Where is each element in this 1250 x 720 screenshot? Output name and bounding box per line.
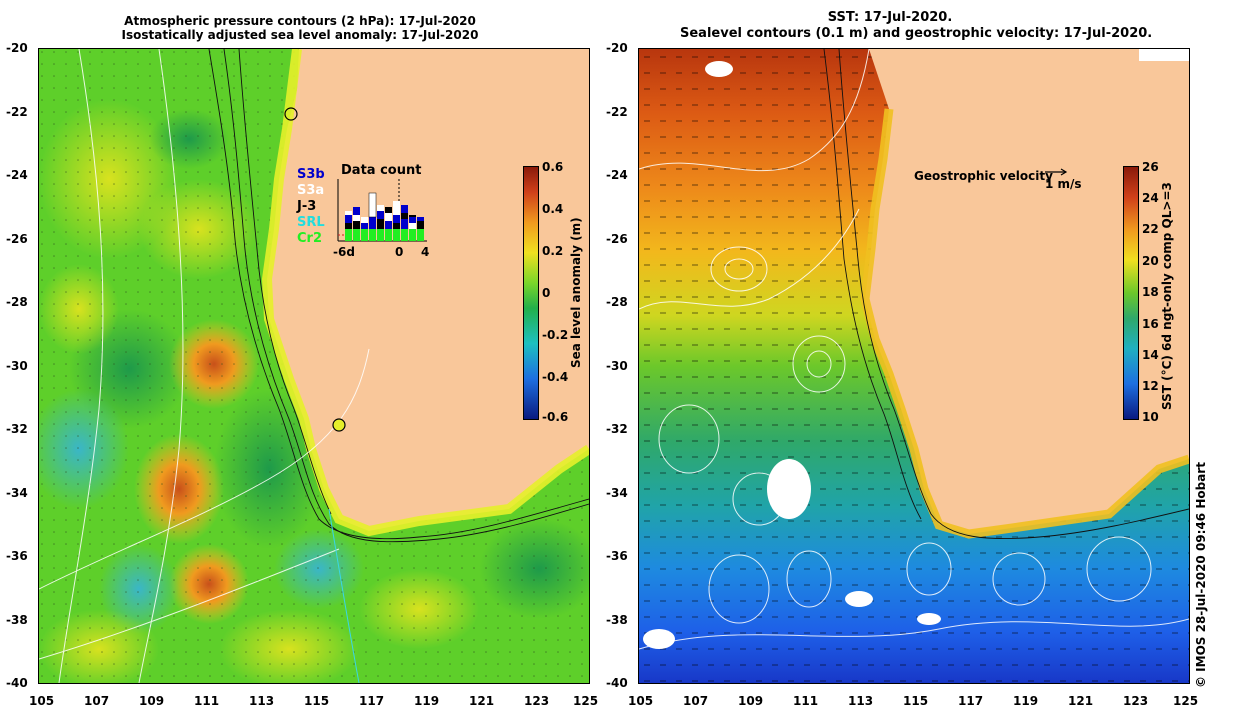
colorbar-tick: 24 bbox=[1142, 191, 1159, 205]
legend-mission-j3: J-3 bbox=[297, 199, 317, 214]
colorbar-tick: 10 bbox=[1142, 410, 1159, 424]
velocity-legend-label: Geostrophic velocity bbox=[914, 169, 1053, 183]
landmass bbox=[865, 49, 1189, 534]
sst-colorbar-label: SST (°C) 6d ngt-only comp QL>=3 bbox=[1160, 182, 1174, 410]
x-tick-label: 105 bbox=[29, 694, 55, 708]
data-count-x-tick: 0 bbox=[395, 245, 404, 259]
x-tick-label: 125 bbox=[573, 694, 599, 708]
y-tick-label: -34 bbox=[6, 486, 28, 500]
x-tick-label: 109 bbox=[139, 694, 165, 708]
data-count-x-tick: -6d bbox=[333, 245, 355, 259]
altimeter-track bbox=[328, 508, 360, 683]
y-tick-label: -26 bbox=[6, 232, 28, 246]
x-tick-label: 113 bbox=[249, 694, 275, 708]
colorbar-tick: -0.6 bbox=[542, 410, 569, 424]
sla-map-canvas bbox=[39, 49, 589, 683]
sealevel-contours bbox=[639, 49, 1189, 650]
x-tick-label: 111 bbox=[793, 694, 819, 708]
landmass bbox=[267, 49, 589, 531]
legend-mission-srl: SRL bbox=[297, 215, 325, 230]
y-tick-label: -22 bbox=[606, 105, 628, 119]
y-tick-label: -32 bbox=[6, 422, 28, 436]
coastline bbox=[261, 49, 589, 537]
x-tick-label: 109 bbox=[738, 694, 764, 708]
y-tick-label: -28 bbox=[6, 295, 28, 309]
x-tick-label: 117 bbox=[359, 694, 385, 708]
x-tick-label: 123 bbox=[1123, 694, 1149, 708]
x-tick-label: 113 bbox=[848, 694, 874, 708]
y-tick-label: -40 bbox=[606, 676, 628, 690]
y-tick-label: -30 bbox=[606, 359, 628, 373]
colorbar-tick: -0.4 bbox=[542, 370, 569, 384]
imos-credit: © IMOS 28-Jul-2020 09:46 Hobart bbox=[1194, 462, 1208, 688]
leeuwin-current bbox=[860, 108, 1189, 539]
y-tick-label: -24 bbox=[6, 168, 28, 182]
legend-mission-cr2: Cr2 bbox=[297, 231, 322, 246]
colorbar-tick: -0.2 bbox=[542, 328, 569, 342]
left-title-line2: Isostatically adjusted sea level anomaly… bbox=[121, 28, 479, 42]
colorbar-tick: 0.2 bbox=[542, 244, 564, 258]
data-count-stacks bbox=[345, 192, 424, 241]
x-tick-label: 115 bbox=[903, 694, 929, 708]
sla-map[interactable]: Data count S3b S3a J-3 SRL Cr2 -6d bbox=[38, 48, 590, 684]
cloud-mask bbox=[643, 61, 941, 649]
legend-mission-s3b: S3b bbox=[297, 167, 325, 182]
colorbar-tick: 22 bbox=[1142, 222, 1159, 236]
colorbar-tick: 12 bbox=[1142, 379, 1159, 393]
x-tick-label: 107 bbox=[683, 694, 709, 708]
y-tick-label: -34 bbox=[606, 486, 628, 500]
y-tick-label: -38 bbox=[606, 613, 628, 627]
y-tick-label: -24 bbox=[606, 168, 628, 182]
colorbar-tick: 16 bbox=[1142, 317, 1159, 331]
y-tick-label: -36 bbox=[606, 549, 628, 563]
x-tick-label: 115 bbox=[304, 694, 330, 708]
y-tick-label: -26 bbox=[606, 232, 628, 246]
x-tick-label: 125 bbox=[1173, 694, 1199, 708]
y-tick-label: -28 bbox=[606, 295, 628, 309]
y-tick-label: -20 bbox=[606, 41, 628, 55]
data-count-title: Data count bbox=[341, 163, 422, 178]
velocity-legend-arrow bbox=[1045, 168, 1068, 176]
tide-gauge-marker[interactable] bbox=[284, 107, 298, 121]
sst-colorbar bbox=[1123, 166, 1139, 420]
data-count-inset: Data count S3b S3a J-3 SRL Cr2 -6d bbox=[297, 161, 437, 261]
x-tick-label: 105 bbox=[628, 694, 654, 708]
x-tick-label: 123 bbox=[524, 694, 550, 708]
x-tick-label: 121 bbox=[1068, 694, 1094, 708]
sst-map[interactable]: Geostrophic velocity 1 m/s bbox=[638, 48, 1190, 684]
y-tick-label: -40 bbox=[6, 676, 28, 690]
y-tick-label: -30 bbox=[6, 359, 28, 373]
x-tick-label: 107 bbox=[84, 694, 110, 708]
legend-mission-s3a: S3a bbox=[297, 183, 325, 198]
y-tick-label: -32 bbox=[606, 422, 628, 436]
colorbar-tick: 0.6 bbox=[542, 160, 564, 174]
data-count-bars bbox=[337, 179, 427, 242]
x-tick-label: 119 bbox=[1013, 694, 1039, 708]
colorbar-tick: 26 bbox=[1142, 160, 1159, 174]
colorbar-tick: 0.4 bbox=[542, 202, 564, 216]
x-tick-label: 121 bbox=[469, 694, 495, 708]
sla-colorbar-label: Sea level anomaly (m) bbox=[569, 217, 583, 368]
colorbar-tick: 18 bbox=[1142, 285, 1159, 299]
right-title-line1: SST: 17-Jul-2020. bbox=[827, 10, 953, 25]
colorbar-tick: 20 bbox=[1142, 254, 1159, 268]
x-tick-label: 117 bbox=[958, 694, 984, 708]
tide-gauge-marker[interactable] bbox=[332, 418, 346, 432]
y-tick-label: -38 bbox=[6, 613, 28, 627]
bathymetry-contours bbox=[823, 49, 1189, 540]
colorbar-tick: 0 bbox=[542, 286, 551, 300]
x-tick-label: 111 bbox=[194, 694, 220, 708]
sla-colorbar bbox=[523, 166, 539, 420]
velocity-legend-scale: 1 m/s bbox=[1045, 177, 1082, 191]
y-tick-label: -36 bbox=[6, 549, 28, 563]
y-tick-label: -22 bbox=[6, 105, 28, 119]
right-title-line2: Sealevel contours (0.1 m) and geostrophi… bbox=[680, 26, 1153, 41]
left-title-line1: Atmospheric pressure contours (2 hPa): 1… bbox=[124, 14, 476, 28]
colorbar-tick: 14 bbox=[1142, 348, 1159, 362]
sst-map-canvas bbox=[639, 49, 1189, 683]
data-count-x-tick: 4 bbox=[421, 245, 430, 259]
y-tick-label: -20 bbox=[6, 41, 28, 55]
pressure-contours bbox=[39, 49, 370, 683]
x-tick-label: 119 bbox=[414, 694, 440, 708]
